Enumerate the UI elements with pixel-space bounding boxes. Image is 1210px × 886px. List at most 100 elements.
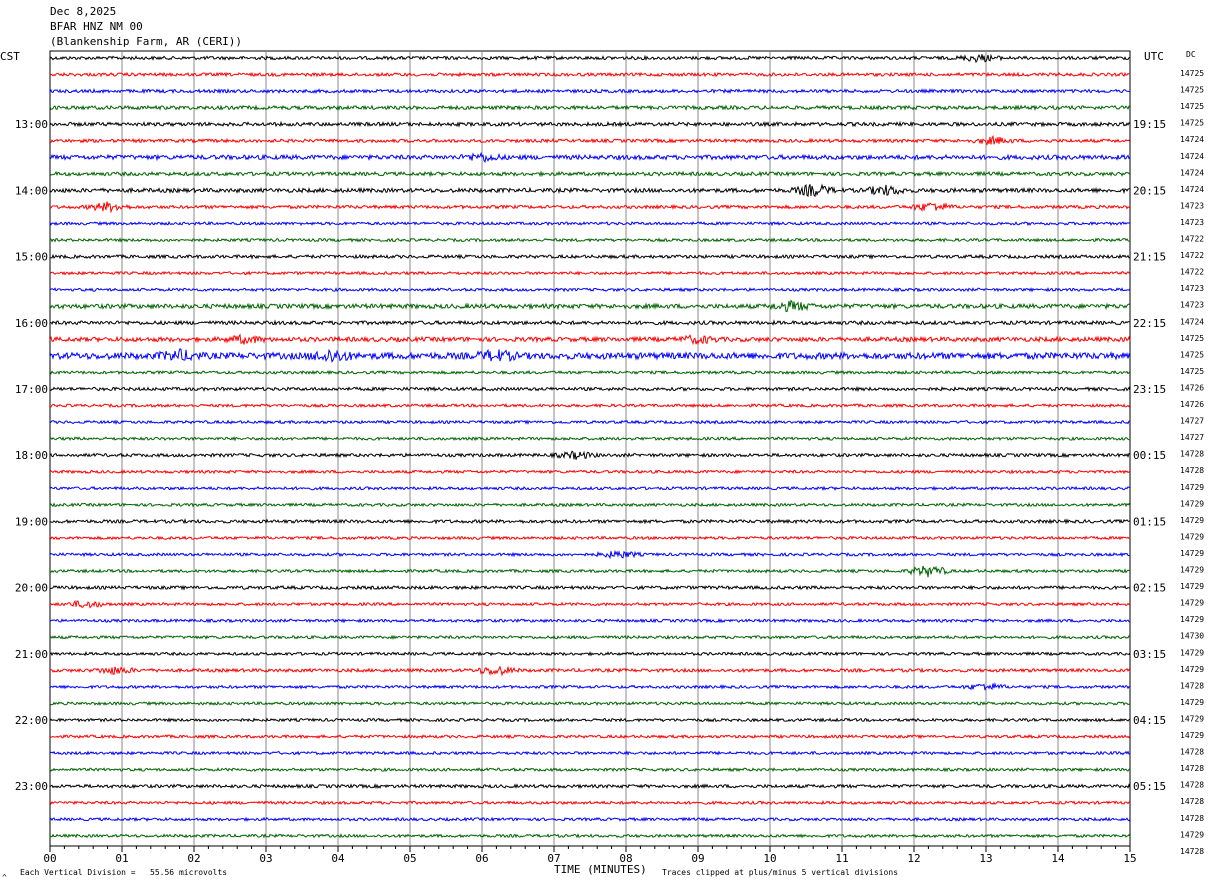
trace-line (49, 833, 1131, 839)
cst-hour-label: 18:00 (15, 449, 48, 462)
trace-line (49, 270, 1131, 276)
trace-line (49, 450, 1131, 460)
trace-line (49, 170, 1131, 178)
dc-offset-label: 14729 (1180, 532, 1204, 541)
cst-hour-label: 15:00 (15, 251, 48, 264)
cst-hour-label: 23:00 (15, 780, 48, 793)
dc-offset-label: 14730 (1180, 632, 1204, 641)
dc-offset-label: 14727 (1180, 433, 1204, 442)
x-tick-label: 11 (835, 852, 848, 865)
trace-line (49, 665, 1131, 677)
dc-offset-label: 14723 (1180, 284, 1204, 293)
dc-offset-label: 14728 (1180, 814, 1204, 823)
trace-line (49, 584, 1131, 591)
x-tick-label: 07 (547, 852, 560, 865)
trace-line (49, 783, 1131, 790)
dc-offset-label: 14722 (1180, 251, 1204, 260)
dc-offset-label: 14728 (1180, 781, 1204, 790)
x-tick-label: 09 (691, 852, 704, 865)
dc-offset-label: 14729 (1180, 499, 1204, 508)
dc-offset-label: 14727 (1180, 417, 1204, 426)
trace-line (49, 419, 1131, 425)
scale-note: Each Vertical Division = 55.56 microvolt… (20, 868, 227, 877)
dc-offset-label: 14728 (1180, 764, 1204, 773)
trace-line (49, 799, 1131, 806)
plot-date: Dec 8,2025 (50, 5, 117, 18)
x-tick-label: 06 (475, 852, 488, 865)
trace-line (49, 599, 1131, 609)
dc-offset-label: 14725 (1180, 69, 1204, 78)
trace-line (49, 237, 1131, 243)
x-tick-label: 13 (979, 852, 992, 865)
trace-group (49, 53, 1131, 839)
utc-hour-label: 23:15 (1133, 383, 1166, 396)
trace-line (49, 502, 1131, 508)
dc-offset-label: 14723 (1180, 301, 1204, 310)
dc-offset-label: 14729 (1180, 615, 1204, 624)
cst-hour-label: 19:00 (15, 515, 48, 528)
station-location: (Blankenship Farm, AR (CERI)) (50, 35, 243, 48)
cst-hour-label: 16:00 (15, 317, 48, 330)
dc-offset-label: 14729 (1180, 830, 1204, 839)
x-tick-label: 10 (763, 852, 776, 865)
dc-offset-label: 14725 (1180, 334, 1204, 343)
dc-offset-label: 14724 (1180, 152, 1204, 161)
trace-line (49, 549, 1131, 560)
dc-offset-label: 14729 (1180, 582, 1204, 591)
dc-offset-label: 14729 (1180, 698, 1204, 707)
dc-offset-label: 14722 (1180, 268, 1204, 277)
x-tick-label: 15 (1123, 852, 1136, 865)
dc-offset-label: 14725 (1180, 367, 1204, 376)
station-code: BFAR HNZ NM 00 (50, 20, 143, 33)
dc-offset-label: 14726 (1180, 400, 1204, 409)
trace-line (49, 104, 1131, 112)
dc-offset-label: 14729 (1180, 648, 1204, 657)
trace-line (49, 369, 1131, 376)
dc-offset-label: 14729 (1180, 714, 1204, 723)
cst-hour-label: 22:00 (15, 714, 48, 727)
cst-hour-label: 21:00 (15, 648, 48, 661)
dc-offset-label: 14725 (1180, 86, 1204, 95)
trace-line (49, 385, 1131, 393)
trace-line (49, 348, 1131, 363)
trace-line (49, 333, 1131, 346)
cst-label: CST (0, 50, 20, 63)
label-group: 00 01 02 03 04 05 06 07 08 09 10 11 12 13 14 15 14725 147… (15, 69, 1204, 865)
trace-line (49, 750, 1131, 756)
cst-hour-label: 20:00 (15, 582, 48, 595)
trace-line (49, 120, 1131, 128)
cst-hour-label: 13:00 (15, 118, 48, 131)
trace-line (50, 253, 1131, 260)
x-tick-label: 12 (907, 852, 920, 865)
trace-line (49, 402, 1131, 409)
trace-line (49, 733, 1131, 740)
trace-line (49, 436, 1131, 442)
utc-hour-label: 21:15 (1133, 251, 1166, 264)
trace-line (49, 220, 1131, 227)
utc-hour-label: 01:15 (1133, 515, 1166, 528)
trace-line (49, 287, 1131, 293)
dc-offset-label: 14724 (1180, 185, 1204, 194)
plot-frame (49, 50, 1131, 847)
dc-offset-label: 14725 (1180, 119, 1204, 128)
utc-hour-label: 22:15 (1133, 317, 1166, 330)
dc-offset-label: 14729 (1180, 483, 1204, 492)
dc-offset-label: 14729 (1180, 566, 1204, 575)
trace-line (49, 134, 1131, 146)
x-tick-label: 05 (403, 852, 416, 865)
trace-line (49, 816, 1131, 823)
dc-offset-label: 14729 (1180, 549, 1204, 558)
utc-hour-label: 03:15 (1133, 648, 1166, 661)
dc-offset-label: 14729 (1180, 665, 1204, 674)
x-tick-label: 04 (331, 852, 345, 865)
dc-offset-label: 14724 (1180, 168, 1204, 177)
clip-note: Traces clipped at plus/minus 5 vertical … (662, 868, 898, 877)
trace-line (49, 717, 1131, 723)
dc-offset-label: 14723 (1180, 218, 1204, 227)
dc-offset-label: 14728 (1180, 748, 1204, 757)
trace-line (49, 71, 1131, 78)
trace-line (49, 485, 1131, 492)
x-tick-label: 00 (43, 852, 56, 865)
dc-offset-label: 14724 (1180, 317, 1204, 326)
dc-offset-label: 14722 (1180, 235, 1204, 244)
